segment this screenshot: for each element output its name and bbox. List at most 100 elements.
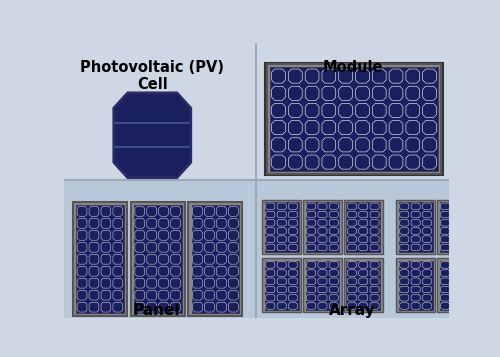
Polygon shape (452, 220, 461, 226)
Polygon shape (389, 69, 403, 83)
Bar (266, 63, 442, 175)
Polygon shape (422, 138, 436, 152)
Polygon shape (266, 244, 275, 251)
Polygon shape (370, 228, 379, 234)
Polygon shape (277, 262, 286, 268)
Polygon shape (101, 218, 111, 228)
Polygon shape (492, 286, 500, 293)
Polygon shape (463, 262, 472, 268)
Polygon shape (266, 278, 275, 285)
Polygon shape (463, 228, 472, 234)
Polygon shape (135, 278, 144, 288)
Polygon shape (329, 270, 338, 276)
Bar (346, 202, 380, 252)
Polygon shape (192, 290, 202, 300)
Polygon shape (422, 295, 432, 301)
Polygon shape (370, 244, 379, 251)
Polygon shape (400, 303, 409, 309)
Polygon shape (170, 266, 180, 276)
Polygon shape (216, 266, 226, 276)
Polygon shape (101, 206, 111, 216)
Polygon shape (170, 254, 180, 264)
Polygon shape (452, 286, 461, 293)
Polygon shape (356, 155, 370, 169)
Polygon shape (482, 236, 490, 242)
Polygon shape (440, 203, 450, 210)
Polygon shape (89, 290, 99, 300)
Text: Photovoltaic (PV)
Cell: Photovoltaic (PV) Cell (80, 60, 225, 92)
Bar (437, 200, 476, 254)
Polygon shape (272, 86, 285, 100)
Bar (130, 202, 184, 316)
Polygon shape (113, 254, 122, 264)
Polygon shape (204, 242, 214, 252)
Polygon shape (266, 270, 275, 276)
Polygon shape (147, 302, 156, 312)
Polygon shape (288, 121, 302, 135)
Polygon shape (359, 211, 368, 218)
Polygon shape (192, 230, 202, 240)
Polygon shape (204, 302, 214, 312)
Polygon shape (113, 206, 122, 216)
Bar (64, 43, 449, 180)
Polygon shape (89, 206, 99, 216)
Polygon shape (359, 228, 368, 234)
Polygon shape (359, 220, 368, 226)
Polygon shape (101, 254, 111, 264)
Polygon shape (370, 303, 379, 309)
Bar (398, 202, 432, 252)
Polygon shape (77, 278, 87, 288)
Polygon shape (277, 211, 286, 218)
Polygon shape (400, 211, 409, 218)
Polygon shape (356, 104, 370, 117)
Polygon shape (306, 244, 316, 251)
Polygon shape (318, 211, 327, 218)
Polygon shape (306, 278, 316, 285)
Polygon shape (440, 244, 450, 251)
Polygon shape (305, 69, 319, 83)
Polygon shape (400, 236, 409, 242)
Bar (398, 261, 432, 310)
Polygon shape (204, 254, 214, 264)
Polygon shape (370, 262, 379, 268)
Polygon shape (400, 295, 409, 301)
Polygon shape (288, 286, 298, 293)
Polygon shape (288, 236, 298, 242)
Polygon shape (422, 262, 432, 268)
Polygon shape (192, 266, 202, 276)
Polygon shape (266, 262, 275, 268)
Polygon shape (266, 295, 275, 301)
Polygon shape (348, 262, 356, 268)
Polygon shape (411, 295, 420, 301)
Polygon shape (440, 211, 450, 218)
Polygon shape (452, 203, 461, 210)
Polygon shape (159, 302, 168, 312)
Polygon shape (318, 244, 327, 251)
Polygon shape (228, 290, 238, 300)
Polygon shape (329, 228, 338, 234)
Polygon shape (192, 254, 202, 264)
Polygon shape (77, 242, 87, 252)
Polygon shape (482, 220, 490, 226)
Polygon shape (372, 155, 386, 169)
Polygon shape (266, 220, 275, 226)
Polygon shape (228, 242, 238, 252)
Polygon shape (101, 230, 111, 240)
Polygon shape (266, 286, 275, 293)
Polygon shape (492, 203, 500, 210)
Polygon shape (147, 278, 156, 288)
Polygon shape (348, 236, 356, 242)
Polygon shape (370, 286, 379, 293)
Polygon shape (359, 262, 368, 268)
Polygon shape (228, 218, 238, 228)
Polygon shape (329, 286, 338, 293)
Polygon shape (411, 220, 420, 226)
Polygon shape (77, 254, 87, 264)
Polygon shape (101, 278, 111, 288)
Polygon shape (266, 203, 275, 210)
Polygon shape (170, 302, 180, 312)
Polygon shape (277, 236, 286, 242)
Polygon shape (370, 220, 379, 226)
Polygon shape (329, 211, 338, 218)
Polygon shape (135, 266, 144, 276)
